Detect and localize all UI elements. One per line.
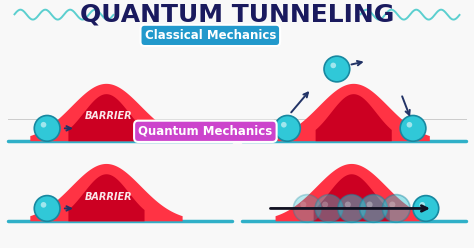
Text: BARRIER: BARRIER bbox=[85, 191, 132, 202]
Polygon shape bbox=[316, 94, 392, 141]
Circle shape bbox=[293, 195, 321, 222]
Text: BARRIER: BARRIER bbox=[85, 112, 132, 122]
Circle shape bbox=[400, 116, 426, 141]
Circle shape bbox=[322, 202, 328, 208]
Circle shape bbox=[324, 56, 350, 82]
Polygon shape bbox=[30, 164, 182, 221]
Circle shape bbox=[383, 195, 410, 222]
Circle shape bbox=[345, 202, 351, 208]
Circle shape bbox=[413, 196, 439, 221]
Circle shape bbox=[274, 116, 301, 141]
Polygon shape bbox=[30, 84, 182, 141]
Circle shape bbox=[34, 116, 60, 141]
Circle shape bbox=[338, 195, 365, 222]
Text: QUANTUM TUNNELING: QUANTUM TUNNELING bbox=[80, 3, 394, 27]
Circle shape bbox=[360, 195, 387, 222]
Circle shape bbox=[419, 202, 425, 208]
Polygon shape bbox=[278, 84, 430, 141]
Polygon shape bbox=[68, 94, 145, 141]
Circle shape bbox=[366, 202, 373, 208]
Text: Classical Mechanics: Classical Mechanics bbox=[145, 29, 276, 42]
Text: Quantum Mechanics: Quantum Mechanics bbox=[138, 125, 273, 138]
Circle shape bbox=[34, 196, 60, 221]
Circle shape bbox=[301, 202, 306, 208]
Circle shape bbox=[315, 195, 343, 222]
Circle shape bbox=[330, 62, 336, 68]
Polygon shape bbox=[68, 174, 145, 221]
Circle shape bbox=[407, 122, 412, 127]
Circle shape bbox=[41, 122, 46, 127]
Circle shape bbox=[41, 202, 46, 208]
Polygon shape bbox=[314, 174, 390, 221]
Circle shape bbox=[281, 122, 287, 127]
Polygon shape bbox=[275, 164, 428, 221]
Circle shape bbox=[389, 202, 395, 208]
